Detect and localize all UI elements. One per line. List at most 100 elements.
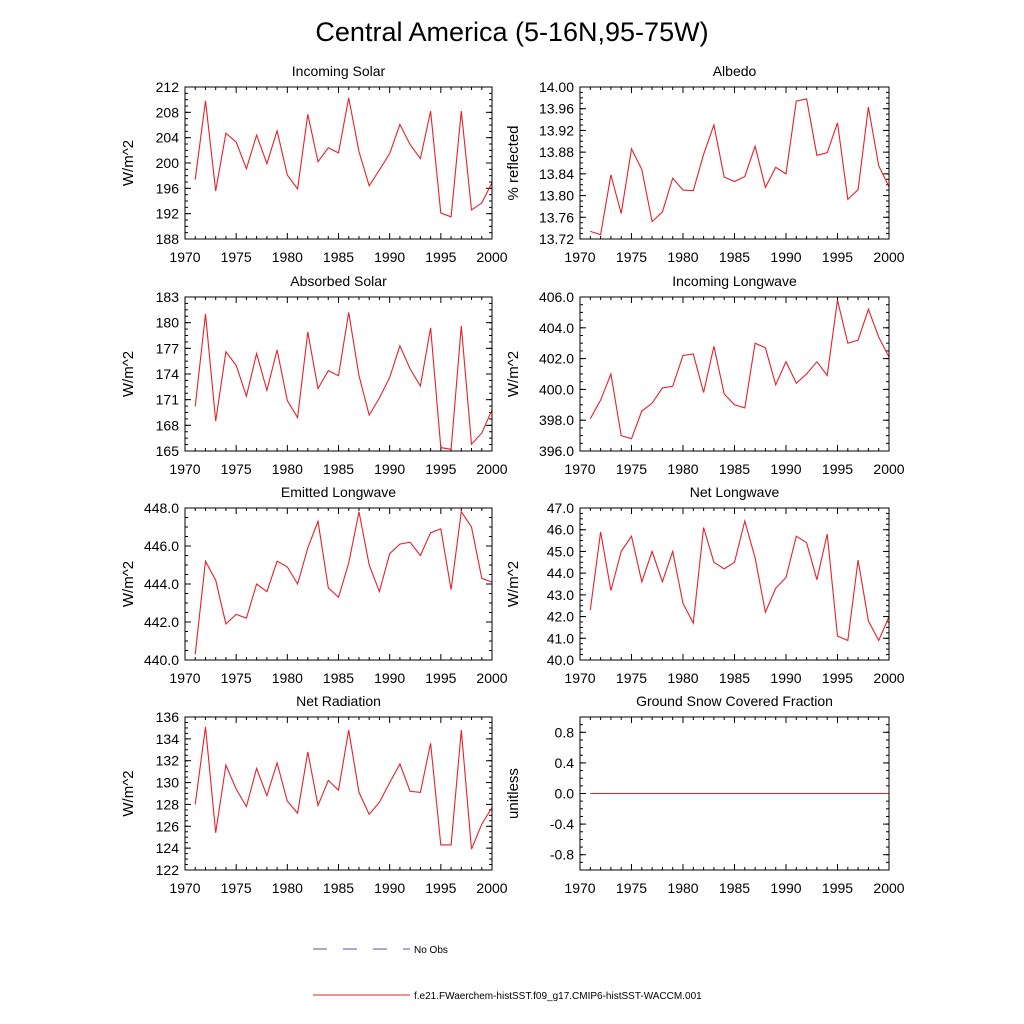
x-tick-label: 1985: [323, 461, 354, 477]
figure-title: Central America (5-16N,95-75W): [315, 17, 708, 47]
x-tick-label: 1985: [323, 670, 354, 686]
plot-frame: [579, 86, 890, 240]
x-tick-label: 2000: [476, 249, 507, 265]
y-tick-label: 183: [156, 289, 180, 305]
y-tick-label: 40.0: [547, 652, 574, 668]
x-tick-label: 2000: [873, 880, 904, 896]
x-tick-label: 1995: [425, 249, 456, 265]
y-tick-label: 402.0: [539, 351, 574, 367]
y-tick-label: 200: [156, 155, 180, 171]
x-tick-label: 1970: [564, 880, 595, 896]
y-axis-label: W/m^2: [120, 561, 137, 607]
x-tick-label: 1975: [221, 880, 252, 896]
series-line: [589, 518, 890, 642]
y-axis-label: unitless: [505, 768, 522, 819]
x-tick-label: 1985: [323, 880, 354, 896]
x-tick-label: 1990: [770, 461, 801, 477]
x-tick-label: 1980: [667, 249, 698, 265]
y-axis-label: W/m^2: [505, 561, 522, 607]
plot-frame: [184, 296, 493, 452]
x-tick-label: 1975: [616, 880, 647, 896]
y-tick-label: 13.96: [539, 101, 574, 117]
x-tick-label: 1970: [564, 249, 595, 265]
x-tick-label: 1980: [667, 880, 698, 896]
chart-panel: Albedo 1970 1975 1980 1985 1990 1995 2000 13.72 1…: [505, 63, 905, 265]
y-tick-label: 136: [156, 709, 180, 725]
y-tick-label: 128: [156, 796, 180, 812]
x-tick-label: 1970: [169, 249, 200, 265]
x-tick-label: 1975: [616, 670, 647, 686]
y-tick-label: 398.0: [539, 412, 574, 428]
y-tick-label: 0.4: [555, 755, 575, 771]
y-tick-label: 440.0: [144, 652, 179, 668]
y-tick-label: 44.0: [547, 565, 574, 581]
y-axis-label: % reflected: [505, 125, 522, 200]
x-tick-label: 1975: [221, 670, 252, 686]
y-tick-label: 442.0: [144, 614, 179, 630]
x-tick-label: 1990: [770, 670, 801, 686]
x-tick-label: 2000: [476, 670, 507, 686]
y-tick-label: 212: [156, 79, 180, 95]
x-tick-label: 1995: [425, 880, 456, 896]
y-tick-label: 177: [156, 340, 180, 356]
series-line: [194, 726, 493, 850]
x-tick-label: 1970: [169, 461, 200, 477]
y-tick-label: 126: [156, 818, 180, 834]
plot-frame: [184, 716, 493, 871]
chart-title: Incoming Solar: [292, 63, 386, 79]
x-tick-label: 1970: [169, 880, 200, 896]
x-tick-label: 1975: [616, 249, 647, 265]
y-tick-label: 188: [156, 231, 180, 247]
plot-frame: [579, 716, 890, 871]
plot-frame: [579, 296, 890, 452]
y-tick-label: -0.8: [550, 847, 574, 863]
y-tick-label: 13.88: [539, 144, 574, 160]
y-tick-label: 404.0: [539, 320, 574, 336]
x-tick-label: 1980: [667, 670, 698, 686]
chart-title: Ground Snow Covered Fraction: [636, 693, 833, 709]
x-tick-label: 1990: [374, 880, 405, 896]
y-axis-label: W/m^2: [120, 140, 137, 186]
x-tick-label: 1980: [272, 670, 303, 686]
x-tick-label: 1980: [272, 461, 303, 477]
y-axis-label: W/m^2: [120, 770, 137, 816]
y-axis-label: W/m^2: [505, 351, 522, 397]
x-tick-label: 1990: [374, 670, 405, 686]
y-tick-label: 124: [156, 840, 180, 856]
y-tick-label: 46.0: [547, 522, 574, 538]
x-tick-label: 2000: [873, 461, 904, 477]
y-axis-label: W/m^2: [120, 351, 137, 397]
chart-title: Net Radiation: [296, 693, 381, 709]
y-tick-label: 130: [156, 775, 180, 791]
chart-panel: Incoming Longwave 1970 1975 1980 1985 1990 199…: [505, 273, 905, 477]
x-tick-label: 1990: [374, 461, 405, 477]
series-line: [194, 510, 493, 655]
series-line: [589, 299, 890, 440]
x-tick-label: 1970: [564, 670, 595, 686]
chart-panel: Net Radiation 1970 1975 1980 1985 1990 1995 200…: [120, 693, 508, 896]
y-tick-label: 406.0: [539, 289, 574, 305]
chart-panel: Emitted Longwave 1970 1975 1980 1985 1990 1995…: [120, 484, 508, 686]
y-tick-label: 192: [156, 206, 180, 222]
y-tick-label: 41.0: [547, 630, 574, 646]
x-tick-label: 2000: [873, 670, 904, 686]
y-tick-label: 400.0: [539, 381, 574, 397]
x-tick-label: 1995: [822, 461, 853, 477]
x-tick-label: 1990: [374, 249, 405, 265]
x-tick-label: 1975: [221, 461, 252, 477]
y-tick-label: 0.0: [555, 786, 575, 802]
x-tick-label: 1995: [425, 670, 456, 686]
x-tick-label: 1985: [719, 461, 750, 477]
chart-panel: Incoming Solar 1970 1975 1980 1985 1990 1995 20…: [120, 63, 508, 265]
y-tick-label: 47.0: [547, 500, 574, 516]
x-tick-label: 1990: [770, 249, 801, 265]
x-tick-label: 1995: [425, 461, 456, 477]
y-tick-label: 13.80: [539, 188, 574, 204]
y-tick-label: 168: [156, 417, 180, 433]
x-tick-label: 1975: [221, 249, 252, 265]
x-tick-label: 1975: [616, 461, 647, 477]
chart-title: Albedo: [713, 63, 757, 79]
x-tick-label: 2000: [873, 249, 904, 265]
x-tick-label: 1985: [323, 249, 354, 265]
x-tick-label: 1985: [719, 249, 750, 265]
